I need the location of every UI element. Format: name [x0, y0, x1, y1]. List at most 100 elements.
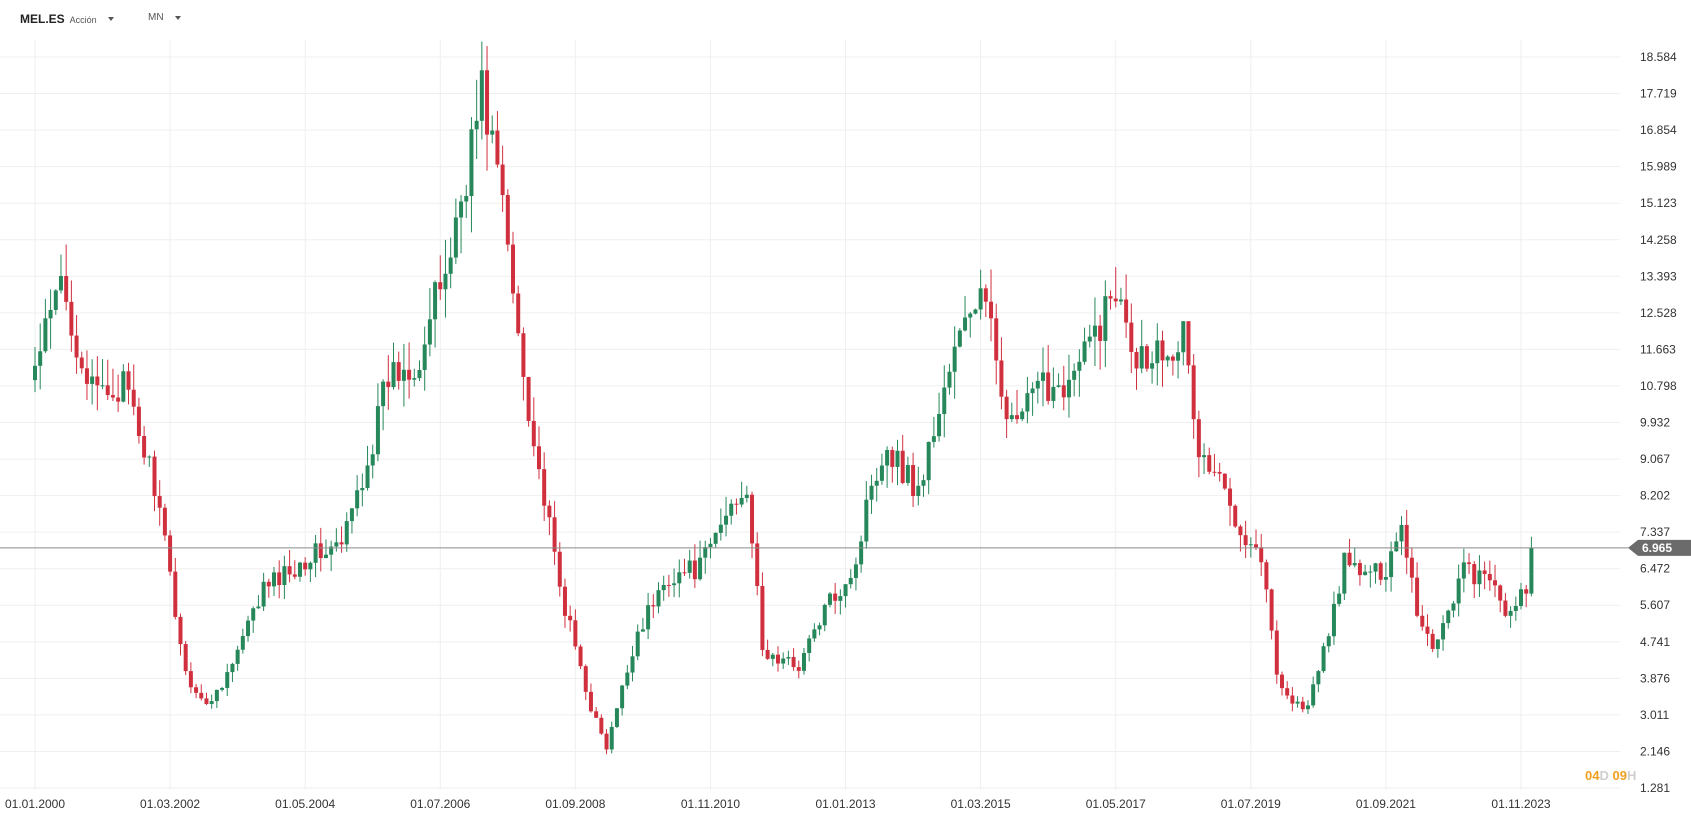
candle — [1472, 561, 1477, 599]
candle-body — [1217, 471, 1222, 474]
candle — [1243, 520, 1248, 559]
candle-body — [646, 605, 651, 630]
candle — [1461, 548, 1466, 593]
candle — [1046, 345, 1051, 405]
candle — [58, 254, 63, 294]
candle — [687, 549, 692, 579]
bar-countdown-timer: 04D 09H — [1585, 768, 1636, 783]
candle-body — [1202, 455, 1207, 458]
candle — [973, 308, 978, 315]
interval-selector[interactable]: MN — [148, 12, 181, 23]
candle-body — [391, 362, 396, 388]
x-tick-label: 01.05.2017 — [1086, 797, 1146, 811]
candle-body — [1072, 370, 1077, 380]
y-tick-label: 15.989 — [1640, 160, 1677, 174]
candle-body — [500, 164, 505, 196]
candle-body — [214, 689, 219, 702]
candle — [755, 532, 760, 596]
candle — [1264, 559, 1269, 603]
candle — [1383, 562, 1388, 592]
candle-body — [168, 535, 173, 572]
candle-body — [1446, 610, 1451, 624]
candle-body — [661, 584, 666, 591]
candle — [1087, 324, 1092, 348]
candle-body — [1472, 564, 1477, 585]
candle — [1363, 564, 1368, 576]
candle-body — [209, 701, 214, 705]
current-price-badge — [1628, 539, 1691, 556]
candle-body — [1477, 570, 1482, 585]
symbol-selector[interactable]: MEL.ES Acción — [20, 12, 114, 26]
candle — [110, 368, 115, 402]
candle-body — [1196, 419, 1201, 458]
candle-body — [1316, 671, 1321, 685]
candle-body — [417, 370, 422, 379]
grid — [0, 40, 1620, 790]
candle — [360, 473, 365, 507]
candle-body — [469, 129, 474, 197]
candle-body — [703, 547, 708, 558]
candle — [812, 623, 817, 642]
candle — [142, 425, 147, 465]
candle-body — [1092, 325, 1097, 337]
candle — [609, 721, 614, 754]
candle-body — [370, 454, 375, 466]
candle-body — [614, 708, 619, 727]
candle — [630, 645, 635, 682]
x-tick-label: 01.09.2021 — [1356, 797, 1416, 811]
y-tick-label: 18.584 — [1640, 50, 1677, 64]
candle — [536, 426, 541, 480]
candle-body — [188, 671, 193, 688]
candle — [838, 589, 843, 615]
candle — [1082, 327, 1087, 365]
candle — [162, 503, 167, 541]
candle-body — [1040, 372, 1045, 381]
symbol-label: MEL.ES — [20, 12, 65, 26]
candle-body — [770, 654, 775, 659]
candle — [614, 707, 619, 729]
candle-body — [235, 649, 240, 664]
x-tick-label: 01.01.2013 — [816, 797, 876, 811]
candle-body — [812, 629, 817, 639]
candle-body — [1144, 346, 1149, 369]
candle — [407, 342, 412, 399]
candle-body — [329, 546, 334, 555]
candle-body — [978, 288, 983, 310]
y-tick-label: 3.876 — [1640, 671, 1670, 685]
candle-body — [297, 562, 302, 577]
candle-body — [973, 309, 978, 314]
candle-body — [448, 257, 453, 274]
candle — [246, 615, 251, 642]
candle-body — [1228, 488, 1233, 506]
candle — [869, 474, 874, 514]
x-tick-label: 01.03.2015 — [951, 797, 1011, 811]
candle-body — [1082, 341, 1087, 362]
candle-body — [396, 362, 401, 381]
candle-body — [105, 385, 110, 396]
candle-body — [1181, 321, 1186, 353]
candle — [272, 566, 277, 597]
candle-body — [100, 385, 105, 387]
candle — [282, 555, 287, 600]
candle-body — [240, 636, 245, 650]
candle-body — [874, 480, 879, 486]
candle — [1529, 536, 1534, 597]
candle-body — [1150, 363, 1155, 369]
candle-body — [443, 273, 448, 290]
candle-body — [568, 615, 573, 621]
candle — [90, 359, 95, 405]
candle-body — [401, 369, 406, 381]
candle — [781, 652, 786, 669]
candle-body — [495, 130, 500, 165]
candle-body — [604, 733, 609, 750]
candle-body — [1004, 396, 1009, 420]
candle — [734, 498, 739, 515]
candle — [921, 474, 926, 497]
candle — [1056, 373, 1061, 388]
candle-body — [272, 572, 277, 587]
candle — [1300, 696, 1305, 713]
candle-body — [90, 376, 95, 384]
candle-body — [344, 521, 349, 545]
candle — [381, 379, 386, 431]
